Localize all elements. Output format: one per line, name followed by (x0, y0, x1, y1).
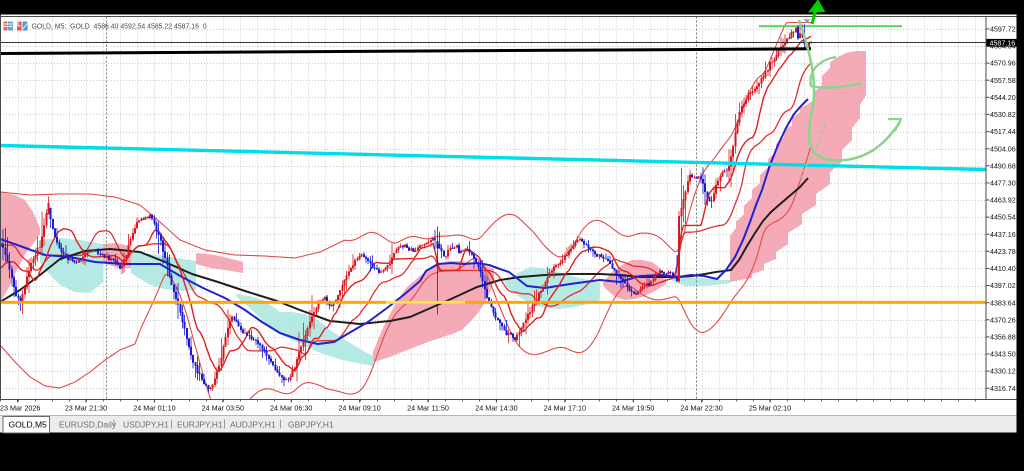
svg-text:24 Mar 19:50: 24 Mar 19:50 (612, 404, 654, 413)
svg-text:4370.26: 4370.26 (990, 316, 1016, 324)
svg-text:24 Mar 06:30: 24 Mar 06:30 (270, 404, 312, 413)
svg-text:24 Mar 22:30: 24 Mar 22:30 (680, 404, 722, 413)
svg-text:4477.30: 4477.30 (990, 180, 1016, 188)
svg-text:4530.82: 4530.82 (990, 111, 1016, 119)
svg-text:4587.16: 4587.16 (990, 39, 1016, 47)
svg-text:4330.12: 4330.12 (990, 368, 1016, 376)
svg-text:4410.40: 4410.40 (990, 265, 1016, 273)
svg-text:24 Mar 14:30: 24 Mar 14:30 (475, 404, 517, 413)
svg-text:EURJPY,H1: EURJPY,H1 (177, 420, 223, 430)
svg-text:24 Mar 03:50: 24 Mar 03:50 (202, 404, 244, 413)
svg-text:4316.74: 4316.74 (990, 385, 1016, 393)
svg-text:4356.88: 4356.88 (990, 334, 1016, 342)
svg-text:GBPJPY,H1: GBPJPY,H1 (288, 420, 334, 430)
svg-text:24 Mar 01:10: 24 Mar 01:10 (133, 404, 175, 413)
svg-text:4490.68: 4490.68 (990, 162, 1016, 170)
svg-text:4597.72: 4597.72 (990, 26, 1016, 34)
svg-text:23 Mar 21:30: 23 Mar 21:30 (65, 404, 107, 413)
svg-text:23 Mar 2026: 23 Mar 2026 (0, 404, 40, 413)
svg-text:4504.06: 4504.06 (990, 145, 1016, 153)
svg-text:EURUSD,Daily: EURUSD,Daily (59, 420, 117, 430)
svg-text:4437.16: 4437.16 (990, 231, 1016, 239)
svg-text:24 Mar 09:10: 24 Mar 09:10 (338, 404, 380, 413)
svg-text:4517.44: 4517.44 (990, 128, 1016, 136)
svg-text:25 Mar 02:10: 25 Mar 02:10 (749, 404, 791, 413)
svg-text:4383.64: 4383.64 (990, 299, 1016, 307)
svg-text:4544.20: 4544.20 (990, 94, 1016, 102)
svg-text:4397.02: 4397.02 (990, 282, 1016, 290)
svg-text:4570.96: 4570.96 (990, 60, 1016, 68)
svg-text:AUDJPY,H1: AUDJPY,H1 (230, 420, 276, 430)
svg-text:4463.92: 4463.92 (990, 197, 1016, 205)
svg-text:4450.54: 4450.54 (990, 214, 1016, 222)
svg-text:24 Mar 11:50: 24 Mar 11:50 (407, 404, 449, 413)
svg-text:4343.50: 4343.50 (990, 351, 1016, 359)
svg-text:24 Mar 17:10: 24 Mar 17:10 (544, 404, 586, 413)
svg-text:GOLD,M5: GOLD,M5 (9, 420, 48, 430)
svg-text:4423.78: 4423.78 (990, 248, 1016, 256)
svg-text:USDJPY,H1: USDJPY,H1 (123, 420, 169, 430)
svg-text:4557.58: 4557.58 (990, 77, 1016, 85)
svg-text:GOLD, M5: GOLD 4586.40 4592.: GOLD, M5: GOLD 4586.40 4592.54 4585.22 4… (32, 24, 207, 31)
